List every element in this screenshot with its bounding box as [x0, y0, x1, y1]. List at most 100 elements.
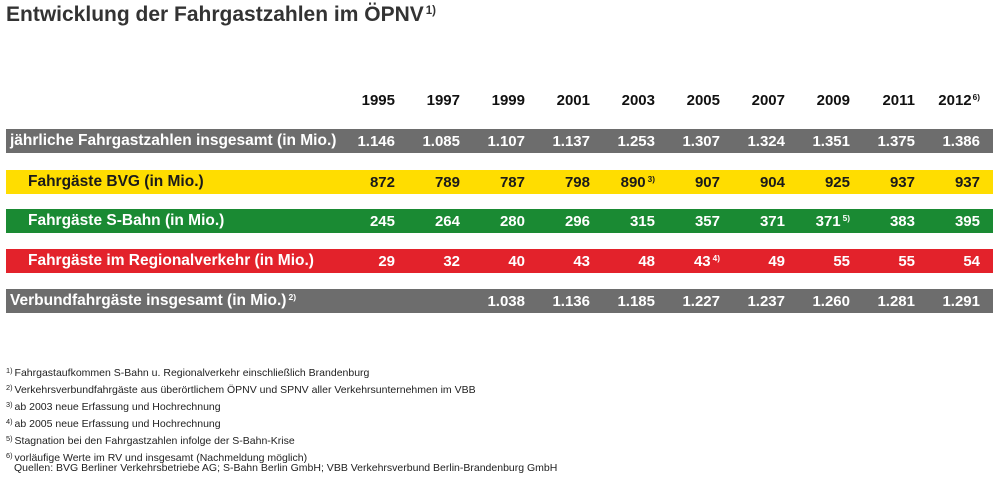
- table-cell: 904: [705, 174, 785, 191]
- table-cell: 49: [705, 253, 785, 270]
- cell-footnote-mark: 4): [712, 254, 720, 264]
- table-cell: 890 3): [575, 174, 655, 191]
- cell-value: 245: [369, 213, 395, 230]
- table-cell: 371 5): [770, 213, 850, 230]
- footnote-mark: 1): [6, 366, 13, 376]
- table-cell: 1.185: [575, 293, 655, 310]
- table-cell: 1.136: [510, 293, 590, 310]
- year-label: 2007: [751, 92, 785, 109]
- table-cell: 280: [445, 213, 525, 230]
- table-cell: 264: [380, 213, 460, 230]
- cell-value: 872: [369, 174, 395, 191]
- row-label-footnote-mark: 2): [288, 291, 297, 302]
- footnote-mark: 6): [6, 451, 13, 461]
- footnotes: 1) Fahrgastaufkommen S-Bahn u. Regionalve…: [6, 365, 476, 467]
- cell-value: 1.375: [877, 133, 915, 150]
- cell-value: 371: [759, 213, 785, 230]
- footnote-mark: 4): [6, 417, 13, 427]
- table-cell: 925: [770, 174, 850, 191]
- row-label-text: Fahrgäste im Regionalverkehr (in Mio.): [28, 252, 314, 269]
- cell-value: 1.307: [682, 133, 720, 150]
- cell-value: 55: [833, 253, 850, 270]
- footnote-mark: 2): [6, 383, 13, 393]
- table-cell: 48: [575, 253, 655, 270]
- footnote-text: ab 2005 neue Erfassung und Hochrechnung: [14, 418, 221, 430]
- title-footnote-mark: 1): [425, 5, 437, 18]
- year-label: 1995: [361, 92, 395, 109]
- table-row: Fahrgäste im Regionalverkehr (in Mio.) 29…: [6, 249, 993, 273]
- cell-value: 937: [889, 174, 915, 191]
- table-cell: 1.227: [640, 293, 720, 310]
- table-cell: 1.237: [705, 293, 785, 310]
- year-label: 2003: [621, 92, 655, 109]
- cell-value: 1.281: [877, 293, 915, 310]
- cell-value: 296: [564, 213, 590, 230]
- year-label: 2009: [816, 92, 850, 109]
- footnote-line: 2) Verkehrsverbundfahrgäste aus überörtli…: [6, 382, 476, 399]
- table-cell: 787: [445, 174, 525, 191]
- cell-value: 371: [815, 213, 841, 230]
- table-cell: 395: [900, 213, 980, 230]
- table-row: Fahrgäste BVG (in Mio.) 872 789 787 798 890 3)…: [6, 170, 993, 194]
- year-header-2009: 2009: [770, 92, 850, 109]
- cell-value: 890: [620, 174, 646, 191]
- table-cell: 43 4): [640, 253, 720, 270]
- cell-value: 280: [499, 213, 525, 230]
- year-label: 1999: [491, 92, 525, 109]
- cell-value: 48: [638, 253, 655, 270]
- cell-value: 1.085: [422, 133, 460, 150]
- year-header-2005: 2005: [640, 92, 720, 109]
- year-label: 2005: [686, 92, 720, 109]
- table-cell: 40: [445, 253, 525, 270]
- cell-value: 49: [768, 253, 785, 270]
- table-cell: 315: [575, 213, 655, 230]
- footnote-mark: 3): [6, 400, 13, 410]
- year-header-2003: 2003: [575, 92, 655, 109]
- sources-line: Quellen: BVG Berliner Verkehrsbetriebe A…: [14, 462, 558, 474]
- table-cell: 1.307: [640, 133, 720, 150]
- table-cell: 1.253: [575, 133, 655, 150]
- table-cell: 1.386: [900, 133, 980, 150]
- table-cell: 1.085: [380, 133, 460, 150]
- footnote-line: 6) vorläufige Werte im RV und insgesamt (…: [6, 450, 476, 467]
- cell-value: 55: [898, 253, 915, 270]
- footnote-mark: 5): [6, 434, 13, 444]
- table-cell: 32: [380, 253, 460, 270]
- table-row: jährliche Fahrgastzahlen insgesamt (in M…: [6, 129, 993, 153]
- cell-value: 264: [434, 213, 460, 230]
- cell-value: 1.351: [812, 133, 850, 150]
- row-label-text: Verbundfahrgäste insgesamt (in Mio.): [10, 292, 287, 309]
- cell-value: 40: [508, 253, 525, 270]
- year-header-2001: 2001: [510, 92, 590, 109]
- cell-value: 43: [573, 253, 590, 270]
- footnote-line: 5) Stagnation bei den Fahrgastzahlen info…: [6, 433, 476, 450]
- cell-value: 1.253: [617, 133, 655, 150]
- footnote-line: 4) ab 2005 neue Erfassung und Hochrechnun…: [6, 416, 476, 433]
- table-cell: 937: [900, 174, 980, 191]
- table-cell: 937: [835, 174, 915, 191]
- cell-footnote-mark: 3): [647, 175, 655, 185]
- table-cell: 1.107: [445, 133, 525, 150]
- year-header-1995: 1995: [315, 92, 395, 109]
- cell-value: 1.146: [357, 133, 395, 150]
- row-label: Fahrgäste im Regionalverkehr (in Mio.): [28, 252, 314, 270]
- cell-value: 937: [954, 174, 980, 191]
- table-cell: 872: [315, 174, 395, 191]
- cell-value: 1.260: [812, 293, 850, 310]
- table-cell: 54: [900, 253, 980, 270]
- row-label: Fahrgäste BVG (in Mio.): [28, 173, 204, 191]
- cell-value: 907: [694, 174, 720, 191]
- cell-value: 54: [963, 253, 980, 270]
- cell-value: 1.324: [747, 133, 785, 150]
- table-row: Verbundfahrgäste insgesamt (in Mio.) 2) 1.…: [6, 289, 993, 313]
- footnote-line: 3) ab 2003 neue Erfassung und Hochrechnun…: [6, 399, 476, 416]
- cell-value: 315: [629, 213, 655, 230]
- year-header-2007: 2007: [705, 92, 785, 109]
- row-label-text: Fahrgäste S-Bahn (in Mio.): [28, 212, 225, 229]
- cell-value: 1.137: [552, 133, 590, 150]
- table-cell: 789: [380, 174, 460, 191]
- cell-value: 787: [499, 174, 525, 191]
- year-label: 1997: [426, 92, 460, 109]
- cell-value: 789: [434, 174, 460, 191]
- table-cell: 1.137: [510, 133, 590, 150]
